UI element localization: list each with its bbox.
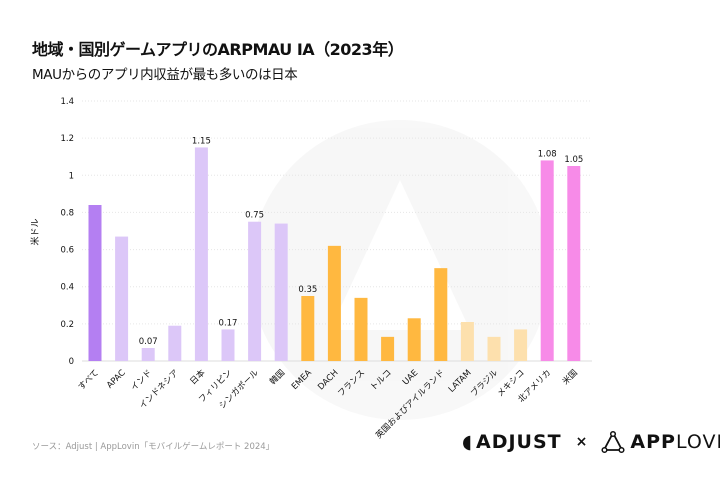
applovin-logo: APPLOVIN — [601, 430, 720, 454]
bar — [434, 268, 448, 361]
data-label: 0.07 — [139, 337, 158, 347]
bar — [407, 318, 421, 361]
x-tick-label: 韓国 — [268, 367, 288, 387]
bar — [301, 296, 315, 361]
bar — [115, 236, 129, 361]
applovin-triangle-icon — [601, 430, 625, 454]
data-label: 1.05 — [564, 155, 583, 165]
bar — [354, 297, 368, 361]
chart-title: 地域・国別ゲームアプリのARPMAU IA（2023年） — [32, 40, 404, 59]
data-label: 1.15 — [192, 136, 211, 146]
y-tick-label: 0.2 — [60, 320, 74, 330]
data-label: 0.17 — [219, 318, 238, 328]
bar — [194, 147, 208, 361]
bar — [514, 329, 528, 361]
bar — [168, 325, 182, 361]
data-label: 1.08 — [538, 149, 557, 159]
bar — [274, 223, 288, 361]
bar — [248, 221, 262, 361]
bar — [567, 166, 581, 361]
logo-separator: × — [575, 434, 588, 450]
bar — [221, 329, 235, 361]
data-label: 0.35 — [298, 285, 317, 295]
y-tick-label: 1.2 — [60, 134, 74, 144]
x-tick-label: すべて — [77, 368, 101, 392]
bar — [88, 205, 102, 361]
y-tick-label: 0.4 — [60, 283, 74, 293]
bar — [327, 245, 341, 361]
chart-subtitle: MAUからのアプリ内収益が最も多いのは日本 — [32, 67, 298, 83]
y-tick-label: 0 — [69, 357, 74, 367]
y-tick-label: 0.6 — [60, 246, 74, 256]
bar — [540, 160, 554, 361]
bar — [381, 336, 395, 361]
bar — [487, 336, 501, 361]
y-tick-label: 1 — [69, 171, 74, 181]
x-tick-label: インド — [129, 368, 154, 393]
watermark-logo — [250, 120, 550, 420]
source-note: ソース：Adjust | AppLovin「モバイルゲームレポート 2024」 — [32, 442, 275, 452]
data-label: 0.75 — [245, 211, 264, 221]
bar — [460, 322, 474, 361]
adjust-logo: ◖ ADJUST — [462, 431, 562, 453]
y-axis-label: 米ドル — [29, 218, 41, 245]
x-tick-label: APAC — [105, 368, 128, 391]
x-tick-label: 米国 — [560, 367, 580, 387]
y-tick-label: 1.4 — [60, 97, 74, 107]
y-tick-label: 0.8 — [60, 208, 74, 218]
x-tick-label: 日本 — [188, 367, 208, 387]
partner-logos: ◖ADJUST × APPLOVIN — [462, 430, 720, 454]
adjust-logo-icon: ◖ — [462, 431, 474, 453]
bar — [141, 348, 155, 361]
